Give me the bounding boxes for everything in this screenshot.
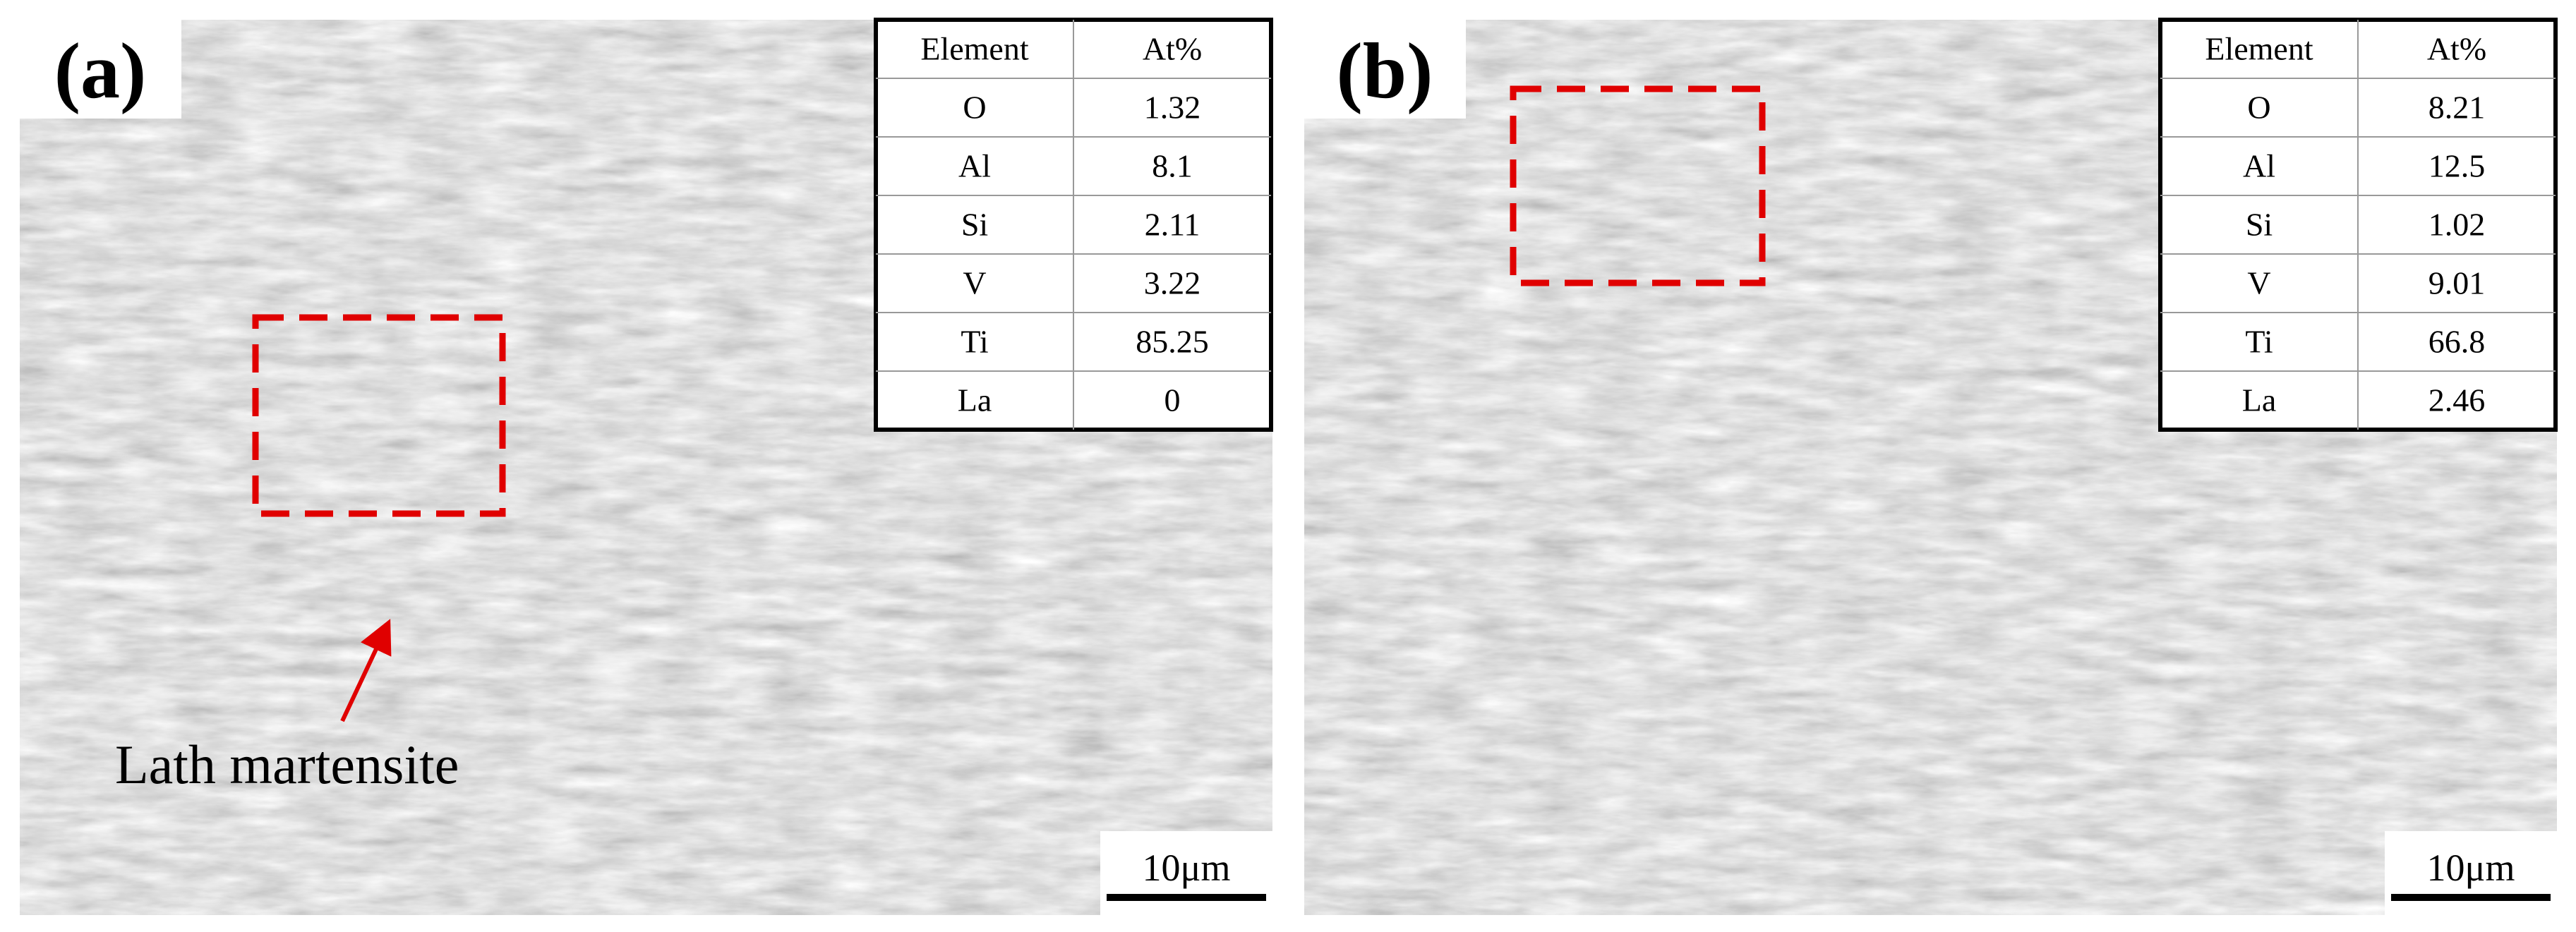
table-cell: 8.21 [2428,89,2486,125]
panel-label-bg [20,20,181,119]
table-cell: 66.8 [2428,323,2486,359]
table-cell: Al [2243,147,2275,183]
roi-box [1510,85,1766,286]
table-cell: 12.5 [2428,147,2486,183]
table-cell: Al [958,147,991,183]
scale-bar-bg [2385,831,2557,915]
scale-bar-label: 10μm [1143,847,1231,889]
scale-bar-label: 10μm [2427,847,2515,889]
table-cell: Ti [961,323,988,359]
table-cell: O [2247,89,2270,125]
roi-box [252,314,506,517]
annotation-arrow [340,619,392,722]
table-cell: 2.46 [2428,382,2486,418]
scale-bar-bg [1100,831,1272,915]
table-header: At% [1143,30,1202,66]
table-cell: 0 [1164,382,1181,418]
table-cell: 1.02 [2428,206,2486,242]
table-header: Element [920,30,1028,66]
table-header: Element [2205,30,2313,66]
panel-label-bg [1304,20,1466,119]
panel-label: (a) [54,28,147,115]
table-cell: Si [2246,206,2273,242]
table-cell: V [963,265,986,301]
table-cell: La [2242,382,2277,418]
table-cell: La [958,382,992,418]
table-cell: 9.01 [2428,265,2486,301]
table-cell: 85.25 [1136,323,1209,359]
table-cell: Si [961,206,988,242]
annotation: Lath martensite [115,734,459,795]
table-cell: O [963,89,986,125]
table-cell: 2.11 [1145,206,1200,242]
table-cell: Ti [2245,323,2273,359]
panel-label: (b) [1337,28,1433,115]
table-cell: 3.22 [1144,265,1201,301]
table-cell: V [2247,265,2270,301]
table-header: At% [2427,30,2486,66]
table-cell: 1.32 [1144,89,1201,125]
table-cell: 8.1 [1152,147,1193,183]
